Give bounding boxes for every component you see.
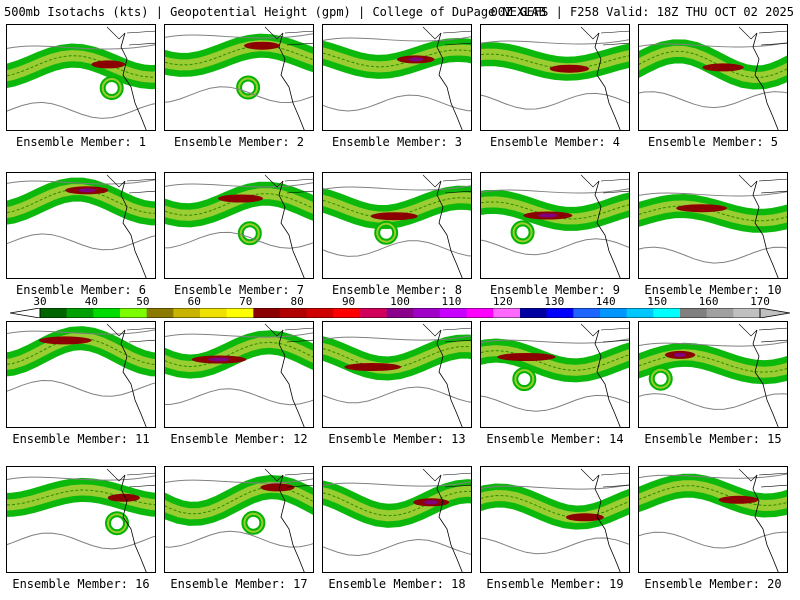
colorbar-swatch bbox=[226, 308, 254, 318]
colorbar-swatch bbox=[333, 308, 361, 318]
colorbar-swatch bbox=[173, 308, 201, 318]
colorbar-tick-label: 170 bbox=[750, 295, 770, 308]
ensemble-member-map-8 bbox=[322, 172, 472, 279]
colorbar-swatch bbox=[386, 308, 414, 318]
colorbar-swatch bbox=[626, 308, 654, 318]
colorbar-swatch bbox=[360, 308, 387, 318]
colorbar-swatch bbox=[680, 308, 707, 318]
ensemble-member-caption-11: Ensemble Member: 11 bbox=[12, 432, 150, 446]
colorbar-swatch bbox=[520, 308, 547, 318]
colorbar-swatch bbox=[653, 308, 681, 318]
header-run-info: 00Z GEFS | F258 Valid: 18Z THU OCT 02 20… bbox=[490, 5, 794, 19]
colorbar-swatch bbox=[66, 308, 94, 318]
colorbar-swatch bbox=[39, 308, 761, 318]
colorbar-tick-label: 40 bbox=[84, 295, 99, 308]
colorbar-swatch bbox=[253, 308, 281, 318]
ensemble-member-caption-3: Ensemble Member: 3 bbox=[331, 135, 463, 149]
ensemble-member-caption-16: Ensemble Member: 16 bbox=[12, 577, 150, 591]
ensemble-member-caption-8: Ensemble Member: 8 bbox=[331, 283, 463, 297]
ensemble-member-caption-18: Ensemble Member: 18 bbox=[328, 577, 466, 591]
colorbar-tick-label: 120 bbox=[492, 295, 513, 308]
ensemble-member-map-6 bbox=[6, 172, 156, 279]
ensemble-member-caption-6: Ensemble Member: 6 bbox=[15, 283, 147, 297]
colorbar-tick-label: 70 bbox=[239, 295, 253, 308]
colorbar-swatch bbox=[93, 308, 121, 318]
colorbar-swatch bbox=[440, 308, 467, 318]
colorbar-tick-label: 110 bbox=[441, 295, 462, 308]
ensemble-member-map-1 bbox=[6, 24, 156, 131]
colorbar-labels: 30 40 50 60 70 80 90 100 110 120 130 140 150 160 170 bbox=[10, 295, 790, 308]
colorbar-swatch bbox=[200, 308, 227, 318]
ensemble-member-map-7 bbox=[164, 172, 314, 279]
ensemble-member-caption-1: Ensemble Member: 1 bbox=[15, 135, 147, 149]
ensemble-member-caption-12: Ensemble Member: 12 bbox=[170, 432, 308, 446]
ensemble-member-map-3 bbox=[322, 24, 472, 131]
colorbar-swatch bbox=[280, 308, 307, 318]
header-title: 500mb Isotachs (kts) | Geopotential Heig… bbox=[4, 5, 546, 19]
ensemble-member-caption-13: Ensemble Member: 13 bbox=[328, 432, 466, 446]
ensemble-member-map-17 bbox=[164, 466, 314, 573]
colorbar-tick-label: 90 bbox=[341, 295, 356, 308]
ensemble-member-caption-5: Ensemble Member: 5 bbox=[647, 135, 779, 149]
colorbar-swatch bbox=[306, 308, 334, 318]
colorbar-swatch bbox=[466, 308, 494, 318]
ensemble-member-map-9 bbox=[480, 172, 630, 279]
ensemble-member-caption-2: Ensemble Member: 2 bbox=[173, 135, 305, 149]
ensemble-member-map-13 bbox=[322, 321, 472, 428]
ensemble-member-map-11 bbox=[6, 321, 156, 428]
colorbar-tick-label: 80 bbox=[290, 295, 304, 308]
colorbar-tick-label: 140 bbox=[595, 295, 616, 308]
ensemble-member-map-2 bbox=[164, 24, 314, 131]
colorbar-swatch bbox=[706, 308, 734, 318]
ensemble-member-map-14 bbox=[480, 321, 630, 428]
ensemble-member-map-5 bbox=[638, 24, 788, 131]
colorbar-tick-label: 60 bbox=[187, 295, 201, 308]
ensemble-member-caption-4: Ensemble Member: 4 bbox=[489, 135, 621, 149]
ensemble-member-caption-14: Ensemble Member: 14 bbox=[486, 432, 624, 446]
ensemble-member-caption-7: Ensemble Member: 7 bbox=[173, 283, 305, 297]
ensemble-member-map-12 bbox=[164, 321, 314, 428]
ensemble-member-caption-19: Ensemble Member: 19 bbox=[486, 577, 624, 591]
colorbar-tick-label: 150 bbox=[647, 295, 668, 308]
ensemble-member-caption-17: Ensemble Member: 17 bbox=[170, 577, 308, 591]
colorbar-swatch bbox=[40, 308, 67, 318]
colorbar-tick-label: 30 bbox=[33, 295, 47, 308]
colorbar-swatches bbox=[10, 308, 790, 318]
ensemble-member-map-16 bbox=[6, 466, 156, 573]
ensemble-member-map-10 bbox=[638, 172, 788, 279]
colorbar-tick-label: 50 bbox=[136, 295, 150, 308]
colorbar-swatch bbox=[600, 308, 627, 318]
ensemble-member-caption-9: Ensemble Member: 9 bbox=[489, 283, 621, 297]
ensemble-member-map-4 bbox=[480, 24, 630, 131]
ensemble-member-map-18 bbox=[322, 466, 472, 573]
colorbar-swatch bbox=[413, 308, 441, 318]
colorbar-swatch bbox=[120, 308, 147, 318]
colorbar-swatch bbox=[10, 308, 41, 318]
ensemble-member-map-15 bbox=[638, 321, 788, 428]
colorbar-swatch bbox=[759, 308, 790, 318]
ensemble-member-map-19 bbox=[480, 466, 630, 573]
ensemble-member-caption-10: Ensemble Member: 10 bbox=[644, 283, 782, 297]
colorbar-tick-label: 130 bbox=[544, 295, 565, 308]
colorbar-tick-label: 160 bbox=[698, 295, 719, 308]
isotach-colorbar: 30 40 50 60 70 80 90 100 110 120 130 140 150 160 170 bbox=[10, 295, 790, 319]
ensemble-member-caption-15: Ensemble Member: 15 bbox=[644, 432, 782, 446]
ensemble-member-caption-20: Ensemble Member: 20 bbox=[644, 577, 782, 591]
colorbar-swatch bbox=[146, 308, 174, 318]
colorbar-tick-label: 100 bbox=[390, 295, 410, 308]
colorbar-swatch bbox=[546, 308, 574, 318]
colorbar-swatch bbox=[573, 308, 601, 318]
colorbar-swatch bbox=[733, 308, 761, 318]
ensemble-member-map-20 bbox=[638, 466, 788, 573]
colorbar-swatch bbox=[493, 308, 521, 318]
map-header: 500mb Isotachs (kts) | Geopotential Heig… bbox=[0, 0, 800, 22]
